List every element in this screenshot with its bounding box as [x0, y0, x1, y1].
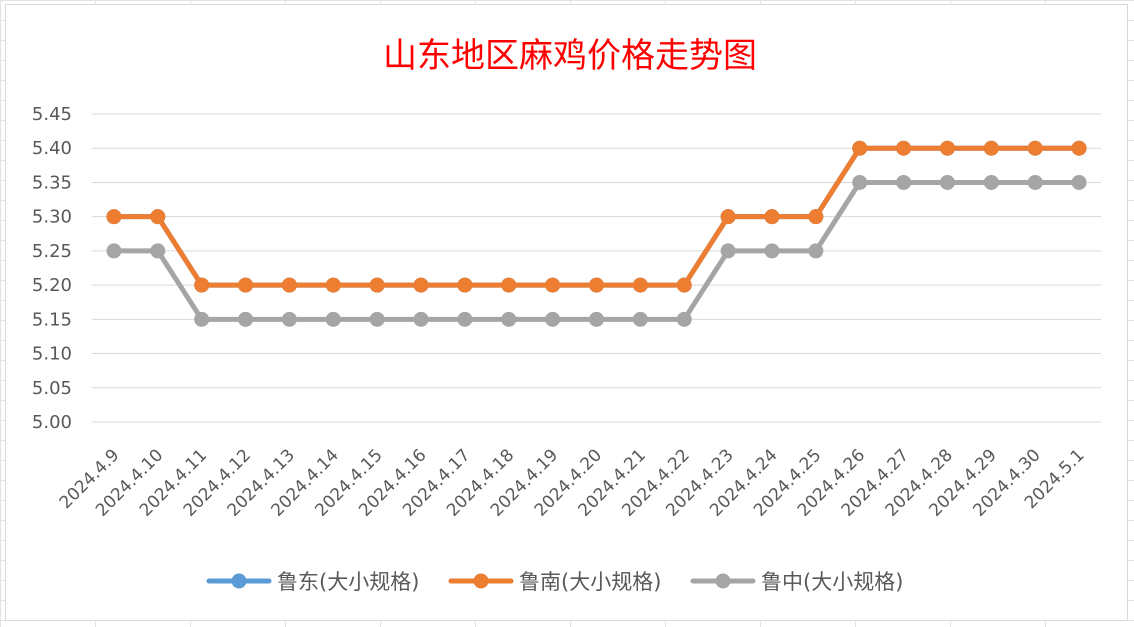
data-point — [545, 311, 561, 327]
legend-swatch-marker — [231, 573, 247, 589]
legend-label: 鲁东(大小规格) — [277, 570, 419, 594]
data-point — [325, 311, 341, 327]
data-point — [1071, 140, 1087, 156]
y-tick-label: 5.30 — [32, 207, 72, 228]
data-point — [896, 140, 912, 156]
data-point — [896, 174, 912, 190]
data-point — [983, 174, 999, 190]
data-point — [720, 209, 736, 225]
y-tick-label: 5.10 — [32, 344, 72, 365]
data-point — [939, 174, 955, 190]
legend-item: 鲁南(大小规格) — [448, 570, 661, 594]
data-point — [281, 311, 297, 327]
data-point — [852, 174, 868, 190]
data-point — [632, 311, 648, 327]
y-tick-label: 5.35 — [32, 172, 72, 193]
y-tick-label: 5.25 — [32, 241, 72, 262]
data-point — [589, 311, 604, 327]
data-point — [545, 277, 561, 293]
data-point — [106, 243, 122, 259]
y-tick-label: 5.15 — [32, 309, 72, 330]
data-point — [764, 243, 780, 259]
data-point — [238, 311, 254, 327]
data-point — [501, 311, 517, 327]
legend-label: 鲁中(大小规格) — [761, 570, 903, 594]
y-tick-label: 5.05 — [32, 378, 72, 399]
data-point — [457, 311, 473, 327]
data-point — [369, 311, 385, 327]
legend-swatch-marker — [715, 573, 731, 589]
y-tick-label: 5.20 — [32, 275, 72, 296]
legend: 鲁东(大小规格) 鲁南(大小规格) 鲁中(大小规格) — [206, 570, 903, 594]
legend-label: 鲁南(大小规格) — [519, 570, 661, 594]
data-point — [764, 209, 780, 225]
data-point — [852, 140, 868, 156]
chart-area[interactable]: 山东地区麻鸡价格走势图 5.00 5.05 5.10 5.15 5.20 5.25 5.30… — [5, 4, 1128, 621]
data-point — [1071, 174, 1087, 190]
y-tick-label: 5.40 — [32, 138, 72, 159]
data-point — [369, 277, 385, 293]
data-point — [413, 311, 429, 327]
line-chart: 山东地区麻鸡价格走势图 5.00 5.05 5.10 5.15 5.20 5.25 5.30… — [32, 36, 1101, 594]
data-point — [808, 243, 824, 259]
data-point — [106, 209, 122, 225]
data-point — [720, 243, 736, 259]
y-tick-label: 5.00 — [32, 412, 72, 433]
series-3 — [106, 174, 1087, 327]
data-point — [194, 277, 210, 293]
data-point — [325, 277, 341, 293]
chart-title: 山东地区麻鸡价格走势图 — [383, 36, 757, 76]
y-axis-ticks: 5.00 5.05 5.10 5.15 5.20 5.25 5.30 5.35 5.40 5.45 — [32, 104, 72, 433]
data-point — [632, 277, 648, 293]
gridlines — [92, 113, 1101, 423]
legend-swatch-marker — [473, 573, 489, 589]
data-point — [238, 277, 254, 293]
data-point — [150, 209, 166, 225]
data-point — [983, 140, 999, 156]
data-point — [281, 277, 297, 293]
data-point — [589, 277, 604, 293]
legend-item: 鲁中(大小规格) — [690, 570, 903, 594]
data-point — [676, 277, 692, 293]
data-point — [457, 277, 473, 293]
data-point — [501, 277, 517, 293]
series-lines — [106, 140, 1087, 327]
data-point — [808, 209, 824, 225]
data-point — [194, 311, 210, 327]
data-point — [1027, 140, 1043, 156]
data-point — [413, 277, 429, 293]
x-axis-ticks: 2024.4.92024.4.102024.4.112024.4.122024.… — [56, 445, 1089, 520]
data-point — [939, 140, 955, 156]
series-2 — [106, 140, 1087, 293]
data-point — [1027, 174, 1043, 190]
data-point — [150, 243, 166, 259]
data-point — [676, 311, 692, 327]
legend-item: 鲁东(大小规格) — [206, 570, 419, 594]
y-tick-label: 5.45 — [32, 104, 72, 125]
